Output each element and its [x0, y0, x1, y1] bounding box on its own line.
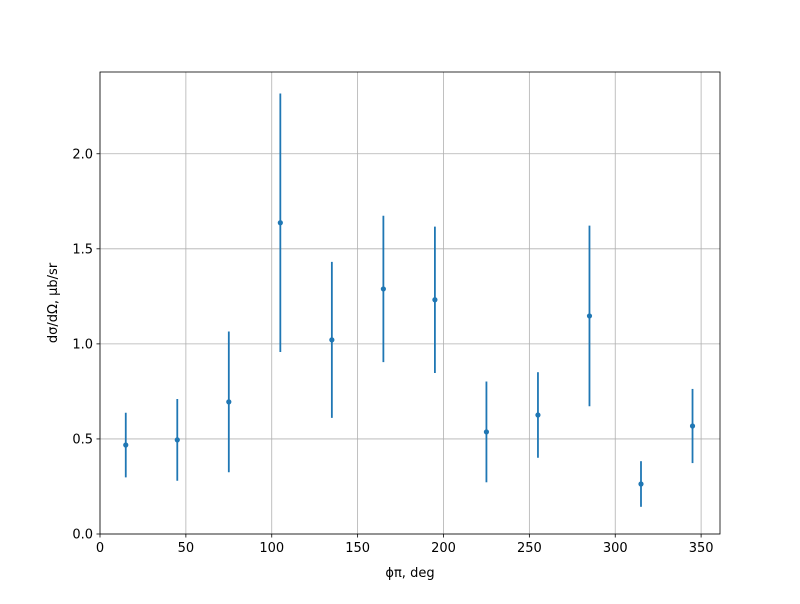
- x-tick-label: 200: [431, 541, 456, 556]
- data-point: [535, 412, 541, 418]
- x-tick-label: 0: [96, 541, 104, 556]
- y-tick-label: 2.0: [72, 147, 93, 162]
- y-tick-label: 0.0: [72, 528, 93, 543]
- data-point: [638, 481, 644, 487]
- data-point: [380, 286, 386, 292]
- data-point: [174, 437, 180, 443]
- data-point: [226, 399, 232, 405]
- y-axis-label: dσ/dΩ, μb/sr: [46, 262, 61, 343]
- x-tick-label: 100: [259, 541, 284, 556]
- data-point: [689, 423, 696, 429]
- data-point: [432, 297, 438, 303]
- x-tick-label: 300: [603, 541, 628, 556]
- y-tick-label: 1.0: [72, 337, 93, 352]
- y-tick-label: 0.5: [72, 432, 93, 447]
- plot-frame: [99, 71, 721, 535]
- y-tick-label: 1.5: [72, 242, 93, 257]
- x-tick-label: 350: [689, 541, 714, 556]
- x-tick-label: 150: [345, 541, 370, 556]
- data-point: [586, 313, 593, 319]
- data-point: [329, 337, 335, 343]
- data-point: [483, 429, 490, 435]
- data-point: [123, 442, 129, 448]
- x-tick-label: 50: [178, 541, 195, 556]
- x-tick-label: 250: [517, 541, 542, 556]
- x-axis-label: ϕπ, deg: [385, 566, 434, 581]
- data-point: [277, 220, 283, 226]
